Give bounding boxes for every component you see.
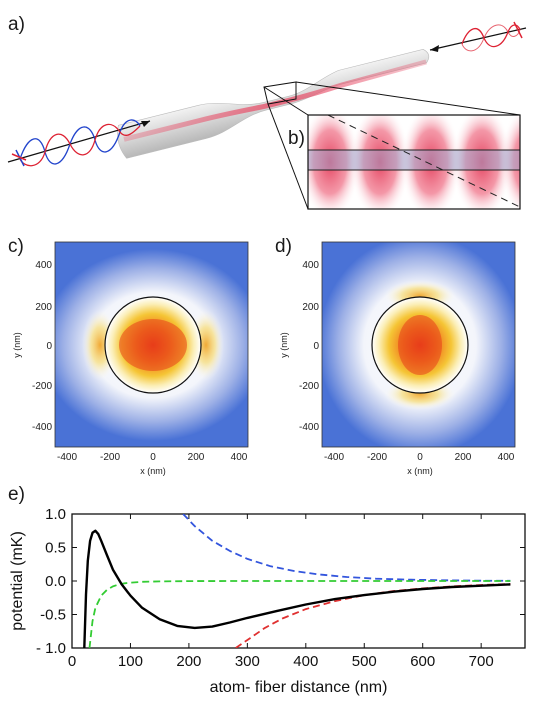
map-d-xtick: 400 [498, 452, 515, 463]
left-red-marker-icon [11, 153, 27, 161]
chart-ytick-label: -0.5 [40, 607, 66, 624]
map-c-ytick: 200 [35, 302, 52, 313]
right-propagation-axis [429, 27, 527, 51]
chart-ytick-label: - 1.0 [36, 640, 66, 657]
map-d-ytick: 400 [302, 260, 319, 271]
chart-series-layer [83, 514, 511, 648]
map-d-axes: -400 -200 0 200 400 x (nm) 400 200 0 -20… [279, 260, 515, 476]
chart-xtick-label: 100 [118, 653, 143, 670]
map-c-xtick: 200 [188, 452, 205, 463]
map-d [321, 241, 516, 448]
chart-xtick-label: 400 [293, 653, 318, 670]
panel-a-label: a) [8, 14, 25, 35]
chart-ylabel: potential (mK) [9, 531, 26, 631]
map-d-ytick: 0 [313, 341, 319, 352]
map-c-xtick: 0 [150, 452, 156, 463]
map-c-ytick: -400 [32, 422, 52, 433]
intensity-maps: -400 -200 0 200 400 x (nm) 400 200 0 -20… [12, 241, 516, 476]
chart-xtick-label: 200 [176, 653, 201, 670]
map-c-ylabel: y (nm) [12, 332, 22, 358]
map-d-ylabel: y (nm) [279, 332, 289, 358]
left-propagation-axis [7, 120, 151, 163]
chart-xtick-label: 500 [352, 653, 377, 670]
map-c-ytick: -200 [32, 381, 52, 392]
chart-xtick-label: 300 [235, 653, 260, 670]
chart-xtick-label: 600 [410, 653, 435, 670]
chart-series-line-1 [88, 580, 511, 648]
map-d-xtick: -200 [367, 452, 387, 463]
map-d-ytick: -200 [299, 381, 319, 392]
chart-xlabel: atom- fiber distance (nm) [210, 679, 388, 696]
chart-xtick-label: 0 [68, 653, 76, 670]
standing-wave-inset [307, 114, 521, 210]
map-c-xtick: 400 [231, 452, 248, 463]
left-red-wave [19, 123, 141, 167]
map-d-fiber-outline [371, 296, 469, 394]
chart-ytick-label: 0.0 [45, 573, 66, 590]
map-d-ytick: -400 [299, 422, 319, 433]
left-blue-wave [19, 119, 141, 165]
map-d-xtick: 200 [455, 452, 472, 463]
chart-ytick-label: 0.5 [45, 540, 66, 557]
panel-c-label: c) [8, 236, 24, 257]
panel-b-label: b) [288, 128, 305, 149]
map-c-axes: -400 -200 0 200 400 x (nm) 400 200 0 -20… [12, 260, 248, 476]
right-arrowhead-icon [430, 45, 439, 52]
right-red-wave-2 [461, 24, 521, 52]
map-c [54, 241, 249, 448]
panel-e-label: e) [8, 484, 25, 505]
tapered-fiber [117, 48, 430, 159]
chart-xtick-label: 700 [469, 653, 494, 670]
map-d-xtick: 0 [417, 452, 423, 463]
left-arrowhead-icon [141, 121, 150, 127]
map-c-fiber-outline [104, 296, 202, 394]
map-c-xtick: -200 [100, 452, 120, 463]
panel-d-label: d) [275, 236, 292, 257]
chart-series-line-3 [83, 529, 511, 648]
map-c-ytick: 400 [35, 260, 52, 271]
map-d-xtick: -400 [324, 452, 344, 463]
chart-ytick-label: 1.0 [45, 506, 66, 523]
fiber-illustration [7, 21, 527, 210]
chart-tick-layer: 0 100 200 300 400 500 600 700 1.0 0.5 0.0 -0.5 - 1.0 [36, 506, 525, 670]
map-d-ytick: 200 [302, 302, 319, 313]
map-c-xlabel: x (nm) [140, 466, 166, 476]
map-d-xlabel: x (nm) [407, 466, 433, 476]
right-red-marker-icon [513, 21, 523, 39]
map-c-xtick: -400 [57, 452, 77, 463]
zoom-frustum [263, 81, 521, 210]
map-c-ytick: 0 [46, 341, 52, 352]
